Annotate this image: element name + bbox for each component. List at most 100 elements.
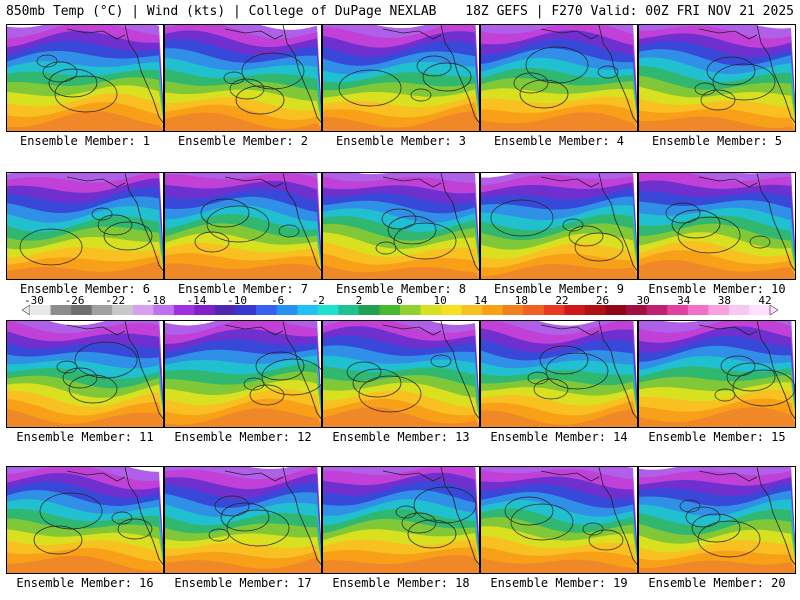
- colorbar-tick-label: 2: [355, 294, 363, 307]
- ensemble-member-label: Ensemble Member: 10: [648, 282, 786, 296]
- coastline: [282, 467, 321, 565]
- coastline: [540, 470, 600, 482]
- temperature-map: [481, 173, 637, 279]
- colorbar-tick-label: -22: [105, 294, 126, 307]
- coastline: [224, 470, 284, 482]
- coastline: [756, 467, 795, 565]
- wind-contour: [513, 72, 549, 94]
- coastline: [598, 321, 637, 419]
- ensemble-member-map: [322, 172, 480, 280]
- map-title: 850mb Temp (°C) | Wind (kts) | College o…: [6, 4, 437, 19]
- coastline: [282, 321, 321, 419]
- coastline: [698, 28, 758, 40]
- temperature-map: [481, 321, 637, 427]
- colorbar-tick-label: 10: [433, 294, 447, 307]
- ensemble-member-map: [6, 172, 164, 280]
- temperature-band: [165, 408, 321, 427]
- colorbar-swatch: [502, 305, 524, 315]
- wind-contour: [241, 52, 305, 90]
- ensemble-member-map: [164, 172, 322, 280]
- coastline: [382, 470, 442, 482]
- colorbar-swatch: [749, 305, 771, 315]
- colorbar-swatch: [317, 305, 339, 315]
- wind-contour: [381, 208, 417, 230]
- colorbar-swatch: [215, 305, 236, 315]
- coastline: [698, 176, 758, 188]
- temperature-band: [165, 557, 321, 573]
- wind-contour: [574, 232, 624, 262]
- ensemble-member-label: Ensemble Member: 17: [174, 576, 312, 590]
- wind-contour: [226, 509, 290, 547]
- coastline: [598, 173, 637, 271]
- wind-contour: [597, 65, 619, 79]
- colorbar-tick-label: 30: [636, 294, 650, 307]
- temperature-map: [165, 25, 321, 131]
- ensemble-member-map: [6, 24, 164, 132]
- temperature-band: [639, 407, 795, 427]
- wind-contour: [677, 216, 741, 254]
- ensemble-member-map: [480, 466, 638, 574]
- colorbar-swatch: [132, 305, 154, 315]
- wind-contour: [519, 79, 569, 109]
- colorbar-swatch: [50, 305, 72, 315]
- temperature-band: [7, 408, 163, 427]
- temperature-band: [481, 264, 637, 279]
- wind-contour: [413, 486, 477, 524]
- colorbar-swatch: [543, 305, 565, 315]
- colorbar-swatch: [194, 305, 216, 315]
- colorbar-swatch: [153, 305, 175, 315]
- colorbar-swatch: [708, 305, 730, 315]
- wind-contour: [665, 202, 701, 224]
- colorbar-swatch: [112, 305, 134, 315]
- wind-contour: [685, 506, 721, 528]
- ensemble-member-label: Ensemble Member: 2: [177, 134, 309, 148]
- colorbar-swatch: [564, 305, 586, 315]
- colorbar-swatch: [235, 305, 257, 315]
- ensemble-member-map: [6, 320, 164, 428]
- wind-contour: [510, 503, 574, 541]
- temperature-band: [7, 555, 163, 573]
- ensemble-member-label: Ensemble Member: 1: [19, 134, 151, 148]
- temperature-band: [323, 265, 479, 279]
- ensemble-member-map: [322, 320, 480, 428]
- ensemble-member-map: [480, 24, 638, 132]
- colorbar-swatch: [71, 305, 93, 315]
- wind-contour: [720, 355, 756, 377]
- ensemble-member-label: Ensemble Member: 19: [490, 576, 628, 590]
- colorbar-tick-label: -14: [186, 294, 207, 307]
- coastline: [756, 173, 795, 271]
- temperature-colorbar: [22, 304, 778, 316]
- wind-contour: [533, 378, 569, 400]
- temperature-map: [639, 467, 795, 573]
- ensemble-member-map: [638, 172, 796, 280]
- wind-contour: [338, 69, 402, 107]
- wind-contour: [352, 368, 402, 398]
- colorbar-tick-label: -6: [271, 294, 285, 307]
- ensemble-member-label: Ensemble Member: 16: [16, 576, 154, 590]
- colorbar-tick-label: 22: [555, 294, 569, 307]
- wind-contour: [712, 63, 776, 101]
- colorbar-swatch: [482, 305, 504, 315]
- colorbar-tick-label: 14: [474, 294, 488, 307]
- ensemble-member-label: Ensemble Member: 20: [648, 576, 786, 590]
- wind-contour: [726, 362, 776, 392]
- colorbar-swatch: [461, 305, 483, 315]
- wind-contour: [504, 496, 554, 526]
- wind-contour: [36, 54, 58, 68]
- wind-contour: [346, 361, 382, 383]
- coastline: [224, 176, 284, 188]
- wind-contour: [582, 522, 604, 536]
- wind-contour: [97, 214, 133, 236]
- colorbar-tick-label: -10: [227, 294, 247, 307]
- ensemble-member-map: [480, 320, 638, 428]
- colorbar-swatch: [358, 305, 380, 315]
- ensemble-member-label: Ensemble Member: 12: [174, 430, 312, 444]
- wind-contour: [249, 384, 285, 406]
- temperature-map: [7, 321, 163, 427]
- wind-contour: [48, 68, 98, 98]
- colorbar-swatch: [441, 305, 463, 315]
- wind-contour: [39, 492, 103, 530]
- wind-contour: [706, 56, 756, 86]
- wind-contour: [700, 89, 736, 111]
- colorbar-swatch: [338, 305, 360, 315]
